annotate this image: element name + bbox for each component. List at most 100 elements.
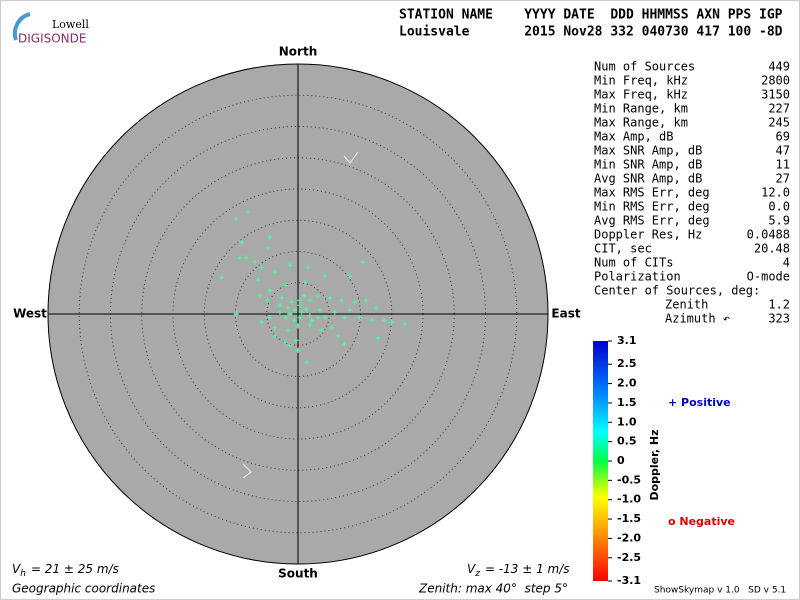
source-point [307, 297, 313, 303]
source-point [375, 335, 381, 341]
source-point [297, 297, 303, 303]
source-point [307, 312, 313, 318]
source-point [352, 299, 358, 305]
source-point [342, 315, 348, 321]
source-point [283, 315, 289, 321]
stat-label: Max Range, km [594, 116, 688, 130]
stat-value: 47 [776, 144, 790, 158]
stat-section: Center of Sources, deg: [594, 284, 760, 298]
source-point [322, 273, 328, 279]
source-point [267, 234, 273, 240]
source-point [277, 309, 283, 315]
source-point [332, 309, 338, 315]
source-point [299, 309, 305, 315]
stats-table: Num of Sources 449 Min Freq, kHz 2800 Max Fr… [594, 60, 790, 326]
source-point [322, 315, 328, 321]
colorbar [593, 341, 608, 581]
negative-legend: o Negative [668, 515, 735, 528]
source-point [233, 216, 239, 222]
stat-value: 1.2 [768, 298, 790, 312]
vh-label: Vh = 21 ± 25 m/s [12, 562, 119, 579]
source-point [287, 342, 293, 348]
source-point [285, 327, 291, 333]
north-label: North [279, 45, 317, 59]
stat-value: 0.0 [768, 200, 790, 214]
source-point [291, 317, 297, 323]
source-point [295, 347, 301, 353]
source-point [233, 311, 239, 317]
stat-label: Max SNR Amp, dB [594, 144, 702, 158]
stat-value: 449 [768, 60, 790, 74]
source-point [360, 259, 366, 265]
source-point [363, 297, 369, 303]
stat-value: 4 [783, 256, 790, 270]
source-point [282, 339, 288, 345]
colorbar-tick-label: -1.0 [617, 493, 641, 506]
stat-label: Polarization [594, 270, 681, 284]
colorbar-tick-label: -2.5 [617, 551, 641, 564]
source-point [272, 333, 278, 339]
source-point [329, 325, 335, 331]
stat-label: Doppler Res, Hz [594, 228, 702, 242]
vector-marker [343, 151, 359, 164]
source-point [265, 297, 271, 303]
stat-label: Zenith [665, 298, 708, 312]
colorbar-tick-label: 2.0 [617, 377, 637, 390]
zenith-label: Zenith: max 40° step 5° [418, 582, 568, 596]
colorbar-tick-label: -0.5 [617, 473, 641, 486]
coords-label: Geographic coordinates [12, 582, 155, 596]
stat-label: Num of Sources [594, 60, 695, 74]
west-label: West [13, 307, 47, 321]
source-point [252, 259, 258, 265]
source-point [293, 337, 299, 343]
colorbar-tick-label: 1.0 [617, 415, 637, 428]
stat-value: 323 [768, 312, 790, 326]
source-point [317, 307, 323, 313]
vector-marker [242, 463, 252, 479]
stat-label: Min RMS Err, deg [594, 200, 710, 214]
stat-label: Max Amp, dB [594, 130, 673, 144]
south-label: South [278, 567, 318, 581]
source-point [287, 262, 293, 268]
source-point [309, 317, 315, 323]
source-point [279, 295, 285, 301]
source-point [272, 269, 278, 275]
source-point [277, 302, 283, 308]
colorbar-tick-label: 0.5 [617, 435, 637, 448]
source-point [239, 239, 245, 245]
colorbar-tick-label: -2.0 [617, 531, 641, 544]
colorbar-tick-label: 3.1 [617, 334, 637, 347]
source-point [267, 287, 273, 293]
stat-value: O-mode [747, 270, 790, 284]
source-point [267, 315, 273, 321]
source-point [315, 293, 321, 299]
source-point [389, 319, 395, 325]
source-point [369, 317, 375, 323]
source-point [402, 321, 408, 327]
stat-label: Min Range, km [594, 102, 688, 116]
source-point [265, 245, 271, 251]
stat-value: 2800 [761, 74, 790, 88]
source-point [339, 297, 345, 303]
stat-value: 12.0 [761, 186, 790, 200]
header-columns: STATION NAME YYYY DATE DDD HHMMSS AXN PP… [399, 8, 783, 23]
source-point [272, 325, 278, 331]
stat-label: CIT, sec [594, 242, 652, 256]
colorbar-tick-label: -3.1 [617, 574, 641, 587]
colorbar-ticks: 3.1 2.5 2.0 1.5 1.0 0.5 0 -0.5 -1.0 -1.5 -2.0 -2.5 -… [608, 334, 641, 587]
source-point [287, 311, 293, 317]
source-point [237, 255, 243, 261]
version-label: ShowSkymap v 1.0 SD v 5.1 [654, 586, 786, 596]
source-point [257, 292, 263, 298]
stat-value: 11 [776, 158, 790, 172]
source-point [295, 323, 301, 329]
stat-label: Min Freq, kHz [594, 74, 688, 88]
source-point [245, 209, 251, 215]
source-point [357, 315, 363, 321]
source-point [289, 299, 295, 305]
source-point [259, 265, 265, 271]
colorbar-tick-label: 2.5 [617, 357, 637, 370]
source-point [327, 295, 333, 301]
logo-bottom: DIGISONDE [18, 32, 86, 46]
source-point [243, 255, 249, 261]
